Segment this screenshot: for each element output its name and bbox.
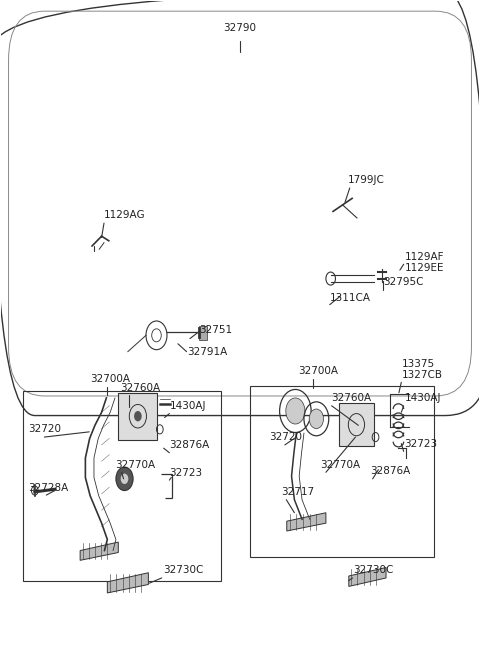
- Text: 32723: 32723: [405, 439, 438, 449]
- Polygon shape: [349, 567, 386, 586]
- Text: 32760A: 32760A: [331, 393, 371, 403]
- Text: 32795C: 32795C: [383, 277, 424, 287]
- Text: 32700A: 32700A: [298, 366, 338, 377]
- Circle shape: [286, 398, 305, 424]
- Text: 32730C: 32730C: [354, 565, 394, 575]
- Bar: [118, 393, 157, 440]
- Bar: [23, 392, 221, 580]
- Text: 32751: 32751: [199, 325, 233, 335]
- Text: 32770A: 32770A: [115, 460, 155, 470]
- Text: 32728A: 32728A: [28, 483, 68, 493]
- Text: 32791A: 32791A: [188, 346, 228, 356]
- Text: 32700A: 32700A: [90, 374, 130, 384]
- Text: 32760A: 32760A: [120, 383, 160, 393]
- Circle shape: [116, 467, 133, 491]
- Bar: [251, 386, 434, 557]
- Bar: [199, 326, 206, 340]
- Polygon shape: [80, 542, 118, 560]
- Text: 1799JC: 1799JC: [348, 176, 384, 185]
- Text: 32876A: 32876A: [370, 466, 410, 476]
- Circle shape: [309, 409, 324, 428]
- Text: 32790: 32790: [224, 23, 256, 33]
- Text: 32770A: 32770A: [320, 460, 360, 470]
- Text: 1327CB: 1327CB: [402, 369, 443, 380]
- Circle shape: [120, 474, 128, 484]
- Text: 32876A: 32876A: [169, 440, 210, 450]
- Text: 32717: 32717: [281, 487, 314, 497]
- Bar: [339, 403, 373, 446]
- Polygon shape: [108, 572, 148, 593]
- Text: 1129AG: 1129AG: [104, 210, 145, 220]
- Text: 1430AJ: 1430AJ: [169, 401, 206, 411]
- Text: 1129EE: 1129EE: [405, 263, 444, 273]
- Polygon shape: [287, 513, 326, 531]
- Circle shape: [134, 411, 142, 421]
- Text: 1129AF: 1129AF: [405, 252, 444, 262]
- Text: 32730C: 32730C: [163, 565, 203, 575]
- Text: 1311CA: 1311CA: [330, 293, 371, 303]
- Text: 1430AJ: 1430AJ: [405, 393, 441, 403]
- Text: 32720: 32720: [28, 424, 61, 434]
- Text: 32723: 32723: [169, 468, 203, 477]
- Text: 32720: 32720: [270, 432, 302, 442]
- Text: 13375: 13375: [402, 358, 435, 369]
